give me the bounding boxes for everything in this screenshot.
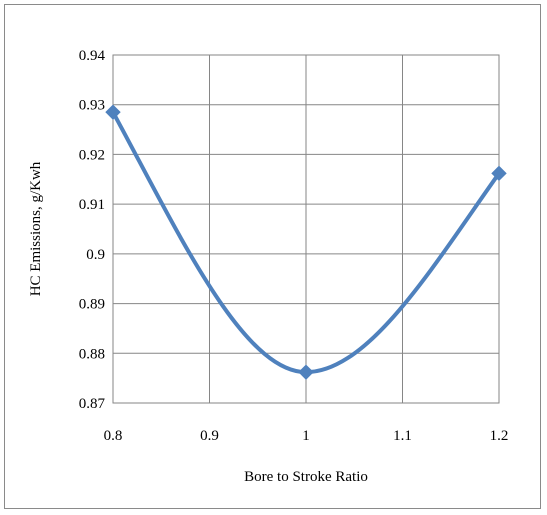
x-tick-label: 1 — [302, 428, 310, 444]
x-tick-label: 0.8 — [104, 428, 123, 444]
plot-area-border — [112, 54, 500, 404]
y-axis-ticks: 0.87 0.88 0.89 0.9 0.91 0.92 0.93 0.94 — [79, 48, 106, 412]
diamond-marker — [491, 165, 507, 182]
y-tick-label: 0.89 — [79, 297, 105, 313]
y-tick-label: 0.87 — [79, 396, 106, 412]
y-tick-label: 0.91 — [79, 197, 105, 213]
y-tick-label: 0.9 — [86, 247, 105, 263]
y-tick-label: 0.94 — [79, 48, 106, 64]
diamond-marker — [298, 364, 314, 380]
y-tick-label: 0.93 — [79, 98, 105, 114]
x-tick-label: 0.9 — [200, 428, 219, 444]
y-axis-title: HC Emissions, g/Kwh — [28, 161, 44, 296]
diamond-marker — [105, 104, 121, 120]
chart-frame — [4, 4, 541, 509]
y-tick-label: 0.88 — [79, 346, 105, 362]
x-axis-title: Bore to Stroke Ratio — [244, 469, 368, 485]
x-tick-label: 1.1 — [393, 428, 412, 444]
x-tick-label: 1.2 — [490, 428, 509, 444]
data-markers — [105, 104, 507, 380]
grid-lines — [112, 54, 500, 404]
x-axis-ticks: 0.8 0.9 1 1.1 1.2 — [104, 428, 509, 444]
y-tick-label: 0.92 — [79, 147, 105, 163]
